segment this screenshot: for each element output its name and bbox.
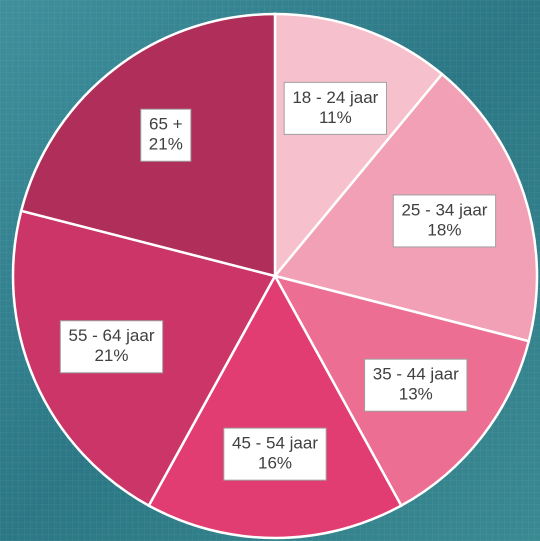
label-category: 55 - 64 jaar	[68, 326, 154, 345]
label-value: 18%	[427, 220, 461, 239]
label-box	[140, 108, 192, 162]
label-value: 21%	[94, 346, 128, 365]
label-category: 25 - 34 jaar	[401, 200, 487, 219]
label-box	[59, 320, 164, 374]
label-category: 65 +	[149, 115, 183, 134]
data-label: 65 +21%	[140, 108, 192, 162]
label-category: 18 - 24 jaar	[292, 88, 378, 107]
pie-slice	[273, 12, 444, 280]
label-box	[392, 194, 497, 248]
label-category: 35 - 44 jaar	[373, 365, 459, 384]
label-box	[364, 358, 468, 412]
pie-slice	[147, 273, 403, 540]
label-box	[283, 81, 388, 135]
label-box	[223, 427, 327, 481]
label-value: 21%	[149, 135, 183, 154]
label-value: 11%	[319, 108, 352, 127]
label-value: 13%	[399, 385, 433, 404]
label-category: 45 - 54 jaar	[232, 434, 318, 453]
label-value: 16%	[258, 454, 292, 473]
